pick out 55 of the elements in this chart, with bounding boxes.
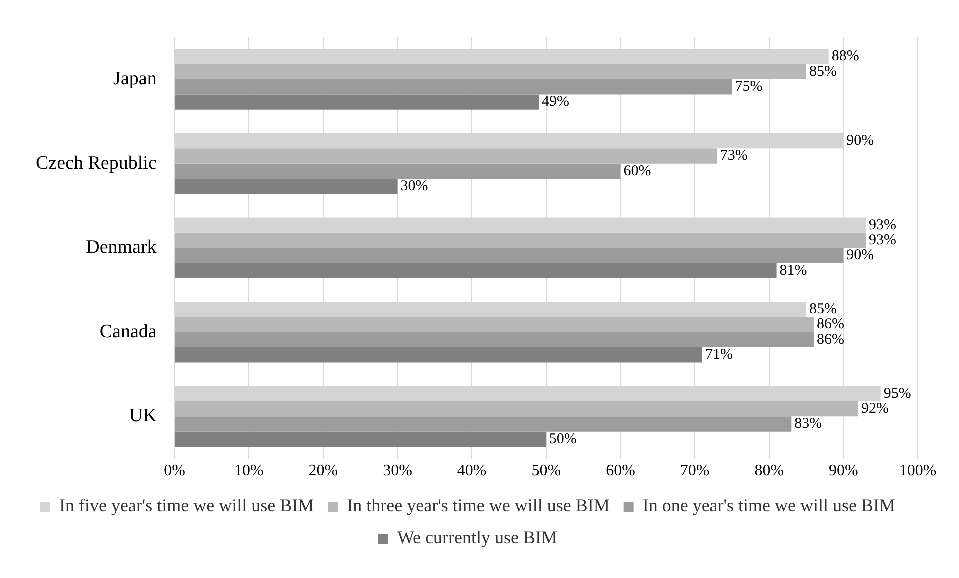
- data-label: 95%: [884, 386, 912, 402]
- data-label: 30%: [400, 178, 428, 195]
- data-label: 71%: [705, 347, 733, 364]
- legend-label: In five year's time we will use BIM: [59, 496, 314, 516]
- bar: [175, 232, 866, 248]
- x-tick-label: 10%: [234, 462, 264, 480]
- y-tick-label: Japan: [114, 68, 158, 90]
- bar: [175, 64, 807, 80]
- bar: [175, 416, 792, 432]
- bar: [175, 164, 621, 179]
- legend-label: In one year's time we will use BIM: [642, 496, 896, 516]
- x-tick-label: 0%: [164, 462, 186, 480]
- x-tick-label: 80%: [754, 462, 784, 480]
- bar: [175, 248, 844, 264]
- x-tick-label: 70%: [680, 462, 710, 480]
- bar: [175, 178, 398, 194]
- x-tick-label: 30%: [383, 462, 412, 480]
- x-tick-label: 40%: [457, 462, 487, 480]
- legend-label: We currently use BIM: [398, 528, 558, 548]
- data-label: 86%: [816, 316, 844, 333]
- data-label: 83%: [794, 416, 822, 432]
- bar: [175, 432, 546, 447]
- bar: [175, 317, 814, 332]
- y-tick-label: Czech Republic: [36, 152, 157, 174]
- data-label: 85%: [810, 302, 838, 318]
- x-tick-label: 50%: [532, 462, 562, 480]
- data-label: 81%: [780, 262, 808, 279]
- data-label: 85%: [810, 64, 838, 80]
- y-tick-label: Denmark: [86, 237, 158, 258]
- data-label: 93%: [868, 232, 896, 248]
- bar: [175, 348, 702, 363]
- data-label: 50%: [549, 431, 577, 448]
- x-tick-label: 20%: [308, 462, 338, 480]
- data-label: 90%: [846, 248, 874, 264]
- x-tick-label: 100%: [899, 462, 937, 480]
- data-label: 86%: [816, 332, 844, 348]
- data-label: 88%: [832, 48, 860, 65]
- data-label: 93%: [868, 217, 896, 234]
- legend-label: In three year's time we will use BIM: [347, 496, 610, 516]
- bar: [175, 401, 859, 417]
- data-label: 90%: [846, 133, 874, 149]
- bar: [175, 80, 732, 95]
- data-label: 92%: [862, 401, 890, 418]
- x-tick-label: 60%: [606, 462, 636, 480]
- bar: [175, 263, 777, 278]
- y-tick-label: Canada: [100, 321, 158, 342]
- bar: [175, 148, 718, 164]
- bar: [175, 94, 539, 110]
- data-label: 73%: [720, 148, 748, 164]
- data-label: 60%: [624, 163, 652, 180]
- data-label: 49%: [542, 94, 570, 110]
- data-label: 75%: [735, 79, 763, 96]
- bar: [175, 332, 814, 348]
- x-tick-label: 90%: [829, 462, 858, 480]
- y-tick-label: UK: [129, 406, 158, 427]
